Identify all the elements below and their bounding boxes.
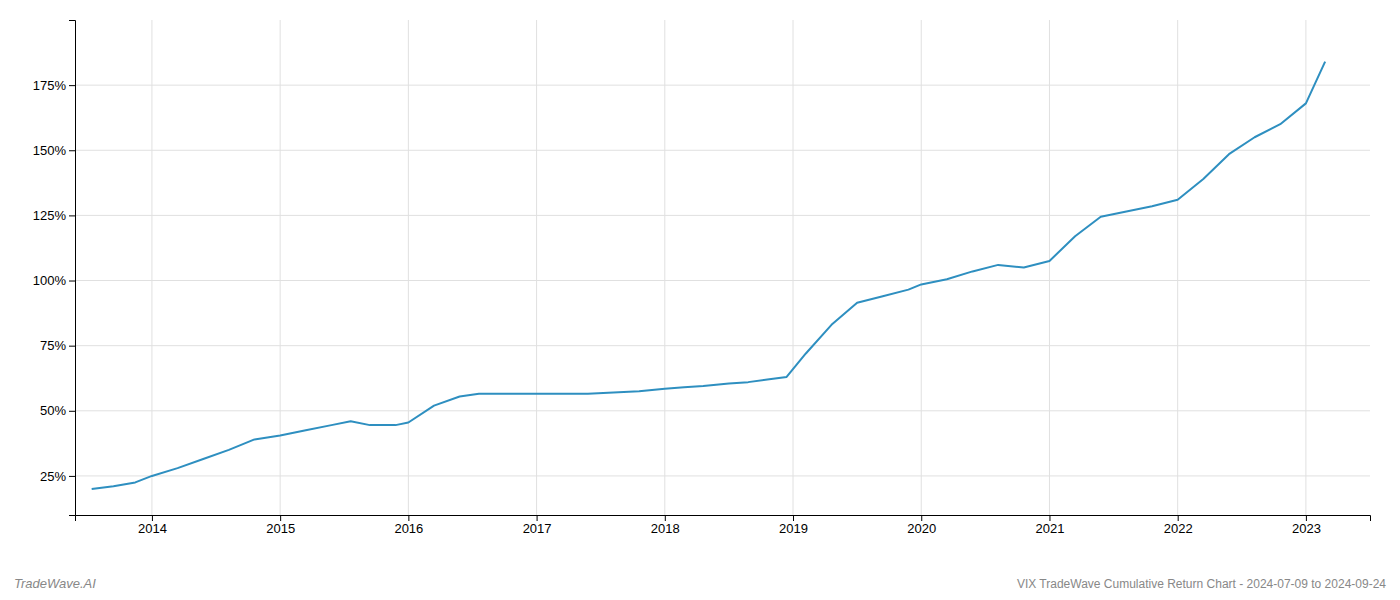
x-axis-line <box>76 516 1371 522</box>
x-tick-mark <box>1178 515 1179 521</box>
x-axis: 2014 2015 2016 2017 2018 2019 2020 2021 2022 2023 <box>76 515 1371 536</box>
x-tick: 2021 <box>1035 515 1064 536</box>
y-axis: 25% 50% 75% 100% 125% 150% 175% <box>33 21 76 516</box>
y-tick: 100% <box>33 273 75 288</box>
x-tick-label: 2018 <box>651 521 680 536</box>
y-tick-label: 150% <box>33 143 67 158</box>
y-tick-label: 50% <box>40 403 66 418</box>
line <box>92 62 1325 489</box>
y-tick-mark <box>69 85 75 86</box>
grid-line-y <box>75 345 1370 346</box>
grid-line-y <box>75 150 1370 151</box>
x-tick-label: 2016 <box>394 521 423 536</box>
y-tick: 75% <box>40 338 75 353</box>
y-tick-mark <box>69 476 75 477</box>
y-tick-label: 100% <box>33 273 67 288</box>
x-tick: 2022 <box>1164 515 1193 536</box>
x-tick-mark <box>537 515 538 521</box>
grid-line-x <box>280 20 281 515</box>
grid-line-y <box>75 410 1370 411</box>
x-tick-label: 2017 <box>523 521 552 536</box>
grid-line-x <box>793 20 794 515</box>
grid-line-y <box>75 475 1370 476</box>
x-tick-mark <box>921 515 922 521</box>
y-axis-line <box>69 21 76 516</box>
x-tick: 2023 <box>1292 515 1321 536</box>
y-tick-mark <box>69 281 75 282</box>
title: VIX TradeWave Cumulative Return Chart - … <box>1017 577 1386 591</box>
y-tick-mark <box>69 346 75 347</box>
y-tick: 150% <box>33 143 75 158</box>
x-tick-mark <box>665 515 666 521</box>
y-tick-mark <box>69 411 75 412</box>
chart: 2014 2015 2016 2017 2018 2019 2020 2021 2022 2023… <box>0 0 1400 600</box>
x-tick-mark <box>793 515 794 521</box>
grid-line-x <box>408 20 409 515</box>
grid-line-y <box>75 215 1370 216</box>
x-tick-mark <box>408 515 409 521</box>
x-tick: 2020 <box>907 515 936 536</box>
y-tick: 25% <box>40 469 75 484</box>
x-tick: 2015 <box>266 515 295 536</box>
x-tick-mark <box>1306 515 1307 521</box>
x-tick: 2018 <box>651 515 680 536</box>
y-tick: 50% <box>40 403 75 418</box>
y-tick-label: 175% <box>33 78 67 93</box>
x-tick-label: 2015 <box>266 521 295 536</box>
y-tick-label: 125% <box>33 208 67 223</box>
grid-line-x <box>664 20 665 515</box>
x-tick-label: 2019 <box>779 521 808 536</box>
x-tick-label: 2020 <box>907 521 936 536</box>
y-tick-label: 25% <box>40 469 66 484</box>
y-tick: 125% <box>33 208 75 223</box>
y-tick-mark <box>69 215 75 216</box>
grid-line-y <box>75 85 1370 86</box>
grid-line-x <box>536 20 537 515</box>
grid-line-x <box>151 20 152 515</box>
y-tick-mark <box>69 150 75 151</box>
watermark: TradeWave.AI <box>14 576 96 591</box>
x-tick-label: 2023 <box>1292 521 1321 536</box>
y-tick: 175% <box>33 78 75 93</box>
x-tick-mark <box>280 515 281 521</box>
grid <box>75 20 1370 515</box>
x-tick-label: 2022 <box>1164 521 1193 536</box>
x-tick: 2014 <box>138 515 167 536</box>
plot-area <box>92 62 1325 489</box>
grid-line-x <box>1305 20 1306 515</box>
x-tick-mark <box>152 515 153 521</box>
x-tick: 2016 <box>394 515 423 536</box>
grid-line-x <box>921 20 922 515</box>
y-tick-label: 75% <box>40 338 66 353</box>
x-tick-mark <box>1049 515 1050 521</box>
grid-line-x <box>1049 20 1050 515</box>
x-tick-label: 2021 <box>1035 521 1064 536</box>
grid-line-y <box>75 280 1370 281</box>
x-tick-label: 2014 <box>138 521 167 536</box>
x-tick: 2017 <box>523 515 552 536</box>
x-tick: 2019 <box>779 515 808 536</box>
grid-line-x <box>1177 20 1178 515</box>
